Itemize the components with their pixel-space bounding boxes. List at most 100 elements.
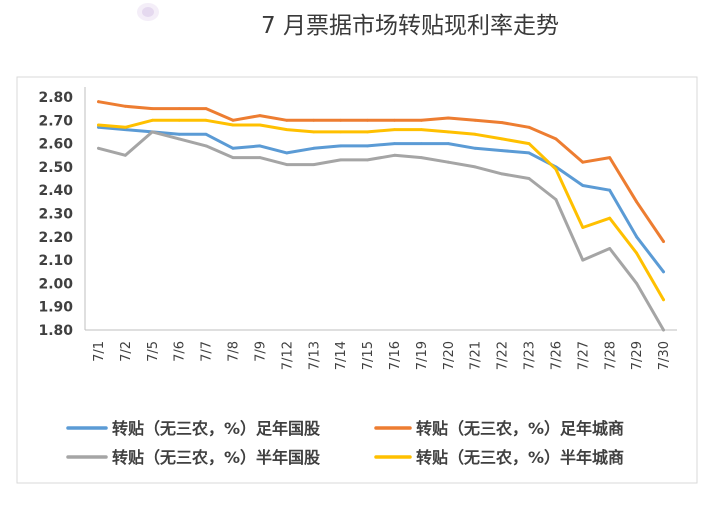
x-tick-label: 7/26 (549, 341, 564, 370)
data-point (446, 130, 450, 134)
x-tick-label: 7/8 (227, 341, 242, 362)
data-point (177, 132, 181, 136)
x-tick-label: 7/30 (657, 341, 672, 370)
data-point (635, 282, 638, 285)
data-point (366, 158, 369, 162)
data-point (285, 151, 289, 155)
watermark-smudge (137, 3, 159, 21)
legend-label: 转贴（无三农，%）半年城商 (416, 448, 624, 467)
x-tick-label: 7/13 (307, 341, 322, 370)
data-point (635, 200, 638, 204)
data-point (473, 132, 477, 136)
data-point (97, 123, 100, 127)
series-line (97, 130, 665, 332)
x-tick-label: 7/7 (200, 341, 215, 362)
data-point (258, 144, 262, 148)
y-tick-label: 2.10 (38, 253, 73, 269)
series-group (97, 100, 665, 332)
x-tick-label: 7/14 (334, 341, 349, 370)
data-point (662, 328, 665, 332)
data-point (204, 107, 208, 110)
legend-item-full-year-state-bank: 转贴（无三农，%）足年国股 (66, 419, 321, 438)
data-point (554, 198, 558, 201)
data-point (581, 160, 585, 164)
data-point (446, 160, 450, 164)
x-tick-label: 7/16 (388, 341, 403, 370)
data-point (97, 125, 100, 129)
x-tick-label: 7/28 (603, 341, 618, 370)
data-point (124, 104, 127, 108)
data-point (258, 114, 262, 117)
data-point (635, 251, 638, 255)
y-tick-label: 2.30 (38, 207, 73, 223)
data-point (231, 118, 235, 122)
data-point (204, 118, 208, 122)
y-tick-label: 2.50 (38, 160, 73, 176)
data-point (581, 258, 585, 262)
data-point (231, 123, 235, 127)
data-point (124, 153, 127, 157)
data-point (420, 128, 423, 132)
y-tick-label: 1.80 (38, 323, 73, 339)
x-tick-label: 7/1 (92, 341, 107, 362)
data-point (446, 142, 450, 146)
data-point (446, 116, 450, 120)
data-point (124, 125, 127, 129)
data-point (527, 125, 531, 129)
series-half-year-state-bank (97, 130, 665, 332)
x-tick-label: 7/29 (630, 341, 645, 370)
data-point (500, 172, 504, 176)
x-tick-label: 7/12 (280, 341, 295, 370)
data-point (312, 146, 316, 150)
data-point (554, 167, 558, 171)
data-point (312, 130, 316, 134)
data-point (150, 118, 154, 122)
data-point (231, 156, 235, 160)
data-point (608, 188, 612, 192)
series-line (97, 100, 665, 243)
legend-item-half-year-city-bank: 转贴（无三农，%）半年城商 (374, 448, 624, 467)
data-point (527, 142, 531, 146)
x-tick-label: 7/22 (496, 341, 511, 370)
chart-title: 7 月票据市场转贴现利率走势 (261, 13, 559, 39)
data-point (285, 118, 289, 122)
data-point (608, 247, 612, 250)
y-tick-label: 2.80 (38, 90, 73, 106)
data-point (177, 118, 181, 122)
legend-label: 转贴（无三农，%）半年国股 (112, 448, 321, 467)
data-point (312, 163, 316, 167)
data-point (500, 149, 504, 153)
data-point (635, 235, 638, 239)
series-full-year-city-bank (97, 100, 665, 243)
y-tick-label: 2.70 (38, 113, 73, 129)
x-tick-label: 7/2 (119, 341, 134, 362)
data-point (177, 137, 181, 141)
series-half-year-city-bank (97, 118, 665, 302)
data-point (150, 130, 154, 134)
data-point (608, 156, 612, 160)
data-point (662, 240, 665, 243)
data-point (366, 144, 369, 148)
data-point (393, 153, 396, 157)
legend: 转贴（无三农，%）足年国股 转贴（无三农，%）足年城商 转贴（无三农，%）半年国… (66, 419, 624, 467)
data-point (285, 163, 289, 167)
data-point (312, 118, 316, 122)
data-point (339, 130, 342, 134)
y-tick-label: 1.90 (38, 300, 73, 316)
y-tick-label: 2.20 (38, 230, 73, 246)
data-point (473, 165, 477, 169)
data-point (339, 158, 342, 162)
data-point (473, 118, 477, 122)
x-tick-label: 7/21 (469, 341, 484, 370)
data-point (231, 146, 235, 150)
data-point (366, 118, 369, 122)
data-point (204, 132, 208, 136)
data-point (662, 270, 665, 274)
data-point (527, 151, 531, 155)
data-point (420, 142, 423, 146)
data-point (150, 107, 154, 110)
data-point (393, 118, 396, 122)
data-point (581, 226, 585, 229)
data-point (500, 137, 504, 141)
